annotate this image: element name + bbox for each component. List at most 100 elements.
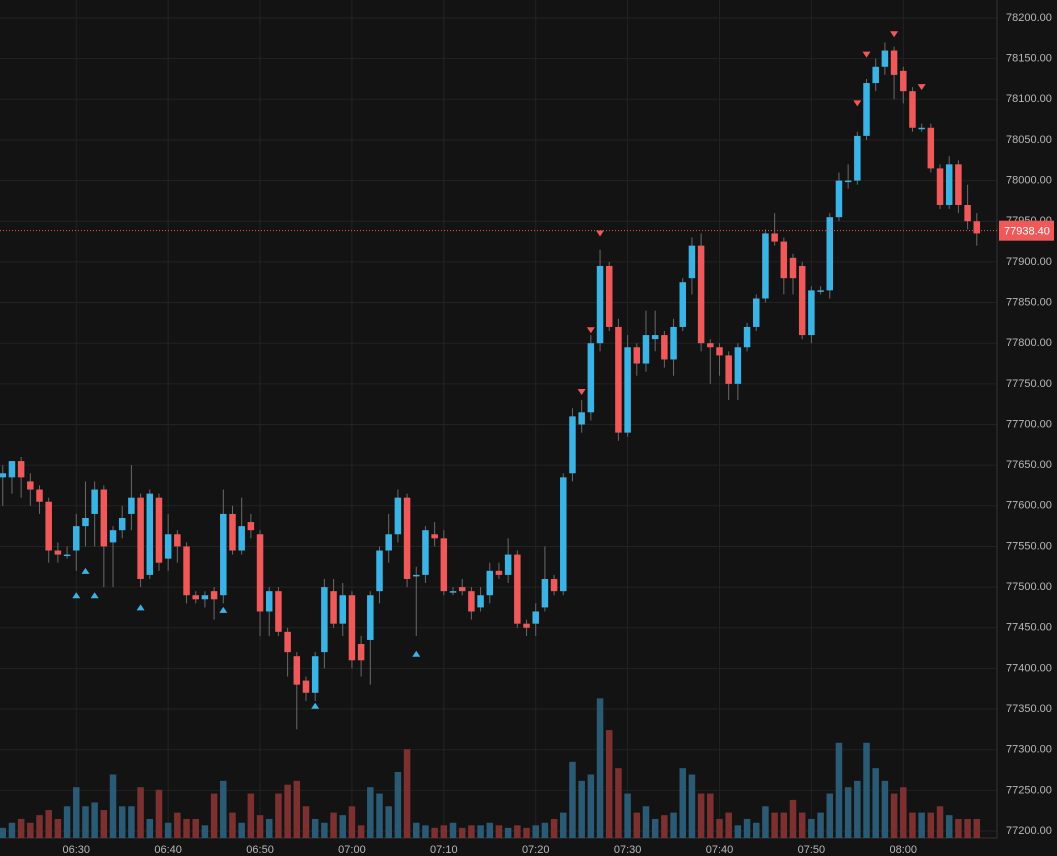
volume-bar [247,793,255,838]
candle-body [826,217,834,291]
volume-bar [284,784,291,838]
volume-bar [817,812,824,838]
volume-bar [63,806,71,838]
candle-body [247,522,255,531]
y-tick-label: 77350.00 [1006,703,1052,715]
volume-bar [661,815,668,838]
volume-bar [403,749,411,838]
candle-body [118,517,126,531]
x-tick-label: 07:20 [522,844,550,856]
volume-bar [339,815,346,838]
candle-body [229,513,236,551]
candle-body [863,83,870,136]
volume-bar [780,812,788,838]
candle-body [725,355,732,384]
y-tick-label: 77550.00 [1006,540,1052,552]
last-price-box [999,220,1054,241]
volume-bar [716,818,723,838]
candle-body [210,591,218,600]
candle-body [964,204,971,222]
volume-bar [385,806,392,838]
volume-bar [964,818,971,838]
volume-bar [458,827,466,838]
volume-bar [486,822,494,838]
candle-body [339,595,346,624]
y-tick-label: 77250.00 [1006,784,1052,796]
volume-bar [624,793,631,838]
y-tick-label: 77650.00 [1006,459,1052,471]
candle-body [403,497,411,579]
volume-bar [605,730,613,838]
candle-body [155,497,163,563]
candle-body [578,412,585,425]
volume-bar [54,818,62,838]
x-tick-label: 07:10 [430,844,458,856]
y-tick-label: 77800.00 [1006,337,1052,349]
volume-bar [128,806,135,838]
y-tick-label: 77400.00 [1006,662,1052,674]
x-tick-label: 07:40 [706,844,734,856]
y-tick-label: 78150.00 [1006,53,1052,65]
y-tick-label: 77450.00 [1006,622,1052,634]
candle-body [477,595,484,608]
candle-body [752,298,760,327]
candle-body [642,335,650,364]
volume-bar [955,818,962,838]
candle-body [881,50,889,67]
candle-body [495,570,503,575]
candle-body [201,595,209,600]
volume-bar [100,810,108,838]
volume-bar [688,774,696,838]
volume-bar [348,806,356,838]
x-tick-label: 08:00 [890,844,918,856]
candle-body [220,513,227,596]
y-tick-label: 78200.00 [1006,12,1052,24]
volume-bar [73,787,80,838]
candle-body [973,221,981,234]
candle-body [348,595,356,661]
candle-body [550,578,558,592]
signal-down [586,327,595,334]
signal-up [311,702,320,709]
volume-bar [146,818,154,838]
candle-body [54,550,62,555]
candle-body [679,282,686,327]
candle-body [587,343,595,413]
x-tick-label: 07:30 [614,844,642,856]
signal-down [890,31,899,38]
candle-body [164,534,172,559]
last-price-label: 77938.40 [1004,226,1050,238]
x-tick-label: 06:40 [154,844,182,856]
volume-bar [909,812,916,838]
candle-body [293,656,301,685]
candle-body [541,578,549,608]
candle-body [73,526,80,551]
candle-body [431,534,438,539]
volume-bar [725,812,732,838]
candle-body [762,233,769,299]
candle-body [265,591,273,612]
candle-body [45,501,52,551]
volume-bar [523,827,530,838]
y-tick-label: 77850.00 [1006,296,1052,308]
y-tick-label: 78050.00 [1006,134,1052,146]
candle-body [8,461,16,478]
volume-bar [17,818,25,838]
volume-bar [183,818,190,838]
volume-bar [541,822,549,838]
volume-bar [174,812,181,838]
candle-body [27,481,34,490]
candle-body [560,477,567,592]
volume-bar [890,793,898,838]
volume-bar [192,818,199,838]
signal-down [917,84,926,91]
candle-body [854,135,861,181]
candle-body [302,680,310,693]
volume-bar [495,825,503,838]
candle-body [734,347,742,384]
candle-body [789,257,797,279]
candle-body [872,66,879,84]
candle-body [651,335,659,340]
candle-body [183,546,190,596]
